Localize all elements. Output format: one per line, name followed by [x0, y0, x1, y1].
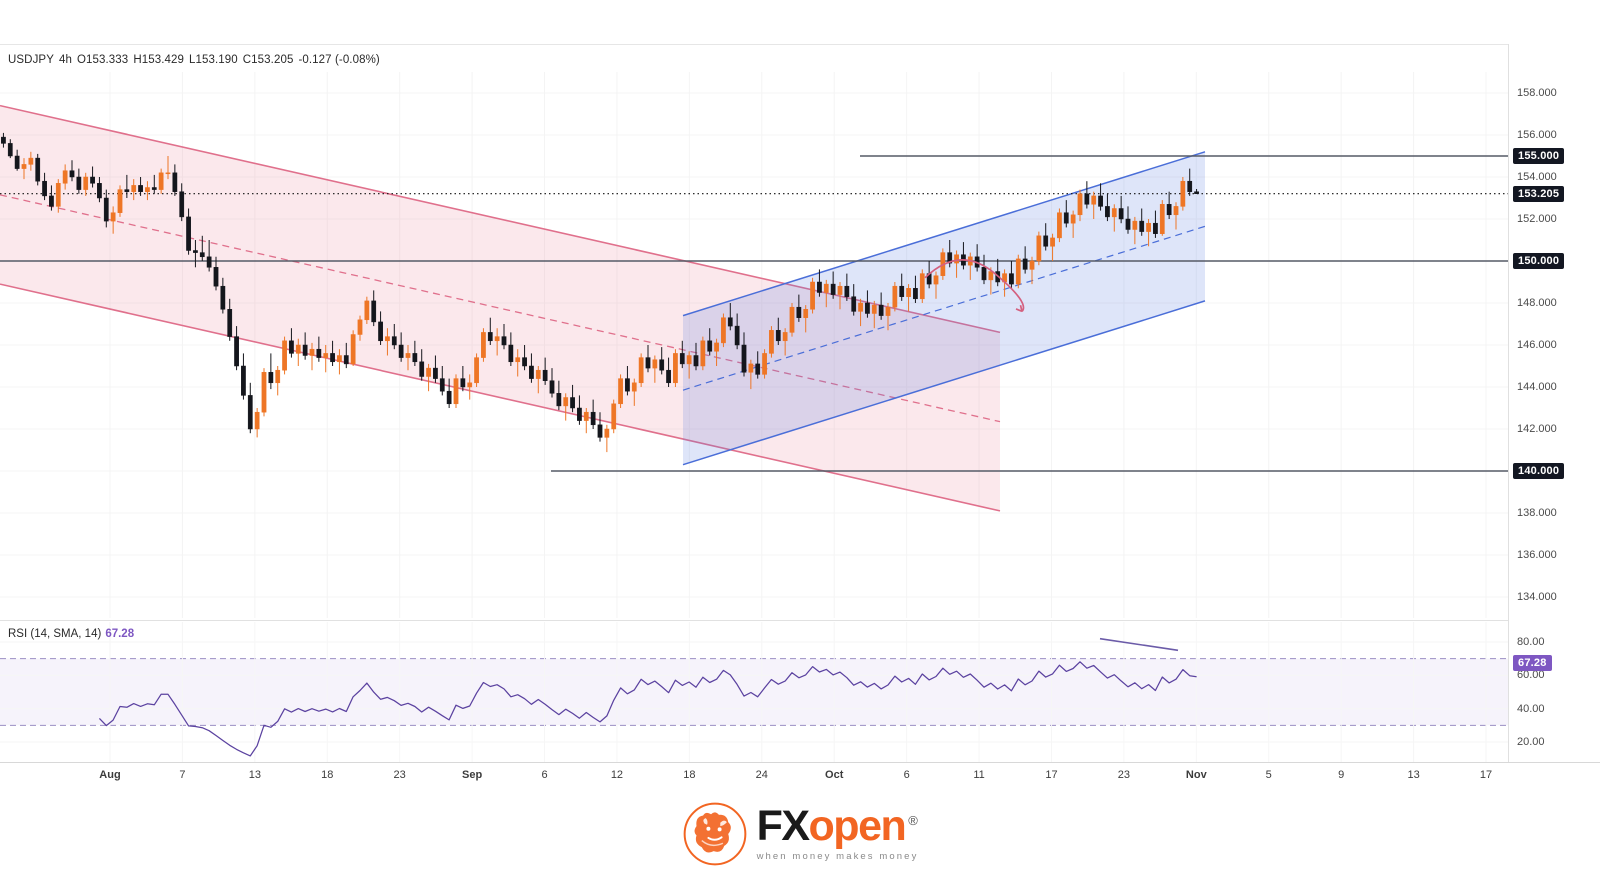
bull-emblem-icon — [683, 802, 746, 865]
price-tick-label: 136.000 — [1517, 549, 1557, 561]
price-level-badge[interactable]: 140.000 — [1513, 463, 1565, 479]
price-tick-label: 154.000 — [1517, 171, 1557, 183]
symbol-label[interactable]: USDJPY — [8, 54, 54, 66]
price-tick-label: 138.000 — [1517, 507, 1557, 519]
time-tick-label: 12 — [610, 769, 624, 781]
time-tick-label: 7 — [179, 769, 186, 781]
ohlc-change: -0.127 (-0.08%) — [298, 54, 380, 66]
time-tick-label: Nov — [1185, 769, 1207, 781]
price-chart-pane[interactable] — [0, 72, 1508, 618]
rsi-tick-label: 20.00 — [1517, 736, 1545, 748]
time-tick-label: 17 — [1479, 769, 1493, 781]
time-tick-label: 24 — [755, 769, 768, 781]
time-scale-axis[interactable]: Aug 7 13 18 23 Sep 6 12 18 24 Oct 6 11 17 23 Nov 5 9 13 17 — [0, 762, 1600, 789]
logo-fx-text: FX — [756, 802, 810, 851]
time-tick-label: 13 — [248, 769, 261, 781]
pane-divider — [0, 620, 1508, 621]
time-tick-label: Aug — [99, 769, 121, 781]
time-tick-label: 18 — [321, 769, 334, 781]
registered-mark: ® — [908, 812, 918, 828]
price-tick-label: 134.000 — [1517, 591, 1557, 603]
rsi-legend[interactable]: RSI (14, SMA, 14) 67.28 — [8, 628, 134, 640]
logo-tagline: when money makes money — [756, 851, 919, 863]
price-tick-label: 142.000 — [1517, 423, 1557, 435]
logo-wordmark: FXopen ® — [757, 805, 919, 848]
price-tick-label: 148.000 — [1517, 297, 1557, 309]
symbol-ohlc-legend[interactable]: USDJPY 4h O153.333 H153.429 L153.190 C153.205… — [8, 54, 385, 66]
price-plot-svg — [0, 72, 1508, 618]
rsi-tick-label: 60.00 — [1517, 669, 1545, 682]
top-divider — [0, 44, 1600, 45]
logo-text-block: FXopen ® when money makes money — [757, 805, 919, 862]
time-tick-label: 23 — [1117, 769, 1131, 781]
rsi-chart-pane[interactable] — [0, 622, 1508, 762]
time-tick-label: Oct — [825, 769, 844, 781]
rsi-value-badge[interactable]: 67.28 — [1513, 655, 1552, 672]
price-scale-axis[interactable]: 158.000 156.000 154.000 152.000 150.000 148.0… — [1508, 44, 1600, 762]
time-tick-label: Sep — [462, 769, 483, 781]
price-tick-label: 146.000 — [1517, 339, 1557, 351]
time-tick-label: 13 — [1407, 769, 1420, 781]
price-tick-label: 152.000 — [1517, 213, 1557, 225]
time-tick-label: 18 — [683, 769, 696, 781]
time-tick-label: 23 — [393, 769, 406, 781]
ohlc-close: C153.205 — [242, 54, 294, 66]
ohlc-open: O153.333 — [76, 54, 129, 66]
price-tick-label: 156.000 — [1517, 129, 1557, 141]
rsi-plot-svg — [0, 622, 1508, 762]
fxopen-logo: FXopen ® when money makes money — [682, 801, 919, 867]
rsi-tick-label: 40.00 — [1517, 702, 1545, 715]
price-tick-label: 158.000 — [1517, 87, 1557, 99]
last-price-badge[interactable]: 153.205 — [1513, 185, 1565, 202]
time-tick-label: 6 — [541, 769, 548, 781]
timeframe-label[interactable]: 4h — [58, 54, 72, 66]
ohlc-high: H153.429 — [133, 54, 184, 66]
price-tick-label: 144.000 — [1517, 381, 1557, 393]
time-tick-label: 9 — [1338, 769, 1345, 781]
rsi-value-label: 67.28 — [105, 628, 135, 640]
price-level-badge[interactable]: 155.000 — [1513, 148, 1565, 164]
rsi-name-label: RSI (14, SMA, 14) — [8, 628, 102, 640]
rsi-tick-label: 80.00 — [1517, 636, 1545, 648]
time-tick-label: 6 — [903, 769, 910, 781]
time-tick-label: 11 — [973, 769, 985, 781]
footer-branding: FXopen ® when money makes money — [0, 788, 1600, 879]
time-tick-label: 17 — [1045, 769, 1058, 781]
time-tick-label: 5 — [1265, 769, 1272, 781]
logo-open-text: open — [808, 802, 907, 851]
price-level-badge[interactable]: 150.000 — [1513, 253, 1565, 269]
ohlc-low: L153.190 — [189, 54, 238, 66]
